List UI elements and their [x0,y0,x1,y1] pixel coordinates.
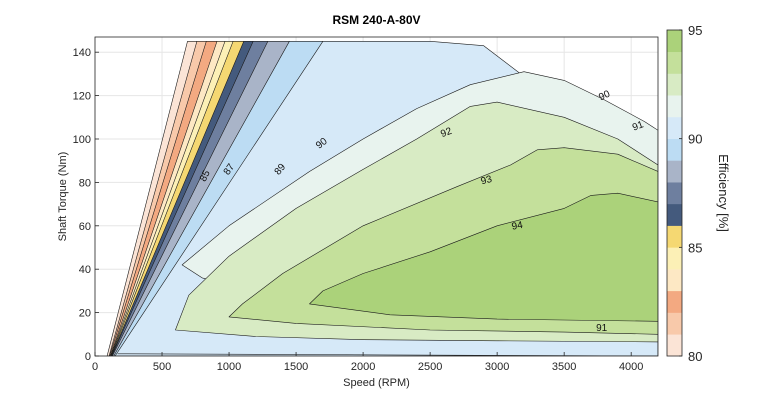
contour-label-93: 93 [480,174,494,188]
colorbar-swatch-89 [667,138,682,161]
x-tick-label: 2000 [351,361,375,373]
y-tick-label: 120 [73,91,91,103]
colorbar-swatch-90 [667,116,682,139]
y-tick-label: 20 [79,308,91,320]
chart-title: RSM 240-A-80V [332,13,420,27]
colorbar-swatch-85 [667,225,682,248]
y-tick-label: 60 [79,221,91,233]
colorbar-tick-label: 85 [688,240,702,255]
colorbar-swatch-80 [667,334,682,357]
colorbar-frame [666,29,683,357]
contour-region-94 [309,192,658,322]
colorbar-swatch-81 [667,312,682,335]
x-tick-label: 4000 [619,361,643,373]
contour-label-85: 85 [198,168,213,183]
contour-label-91: 91 [631,119,646,133]
colorbar-swatch-91 [667,95,682,118]
x-tick-label: 0 [92,361,98,373]
colorbar-label: Efficiency [%] [716,154,731,232]
contour-label-94: 94 [511,220,524,233]
y-tick-label: 80 [79,177,91,189]
y-tick-label: 40 [79,264,91,276]
colorbar-swatch-92 [667,73,682,96]
y-axis-label: Shaft Torque (Nm) [57,152,69,242]
y-tick-label: 100 [73,134,91,146]
x-tick-label: 3500 [552,361,576,373]
axes-box [94,36,659,357]
contour-fills [106,40,658,356]
x-tick-label: 1000 [217,361,241,373]
y-tick-label: 0 [85,351,91,363]
contour-label-91: 91 [596,323,608,334]
x-tick-label: 500 [153,361,171,373]
colorbar-swatch-86 [667,203,682,226]
colorbar-swatch-94 [667,30,682,53]
colorbar: 80 85 90 95 [666,23,702,364]
colorbar-swatch-84 [667,247,682,270]
colorbar-swatch-88 [667,160,682,183]
contour-label-92: 92 [439,126,454,140]
colorbar-swatch-82 [667,290,682,313]
contour-label-90: 90 [597,89,612,104]
colorbar-swatch-93 [667,51,682,74]
colorbar-tick-label: 90 [688,132,702,147]
x-tick-label: 3000 [485,361,509,373]
colorbar-tick-label: 95 [688,23,702,38]
axes: 0 500 1000 1500 2000 2500 3000 3500 4000 0 20 40 60 8… [73,36,659,373]
colorbar-tick-label: 80 [688,349,702,364]
x-tick-label: 2500 [418,361,442,373]
x-tick-label: 1500 [284,361,308,373]
x-axis-label: Speed (RPM) [343,377,410,389]
colorbar-swatch-83 [667,269,682,292]
y-tick-label: 140 [73,47,91,59]
colorbar-swatch-87 [667,182,682,205]
